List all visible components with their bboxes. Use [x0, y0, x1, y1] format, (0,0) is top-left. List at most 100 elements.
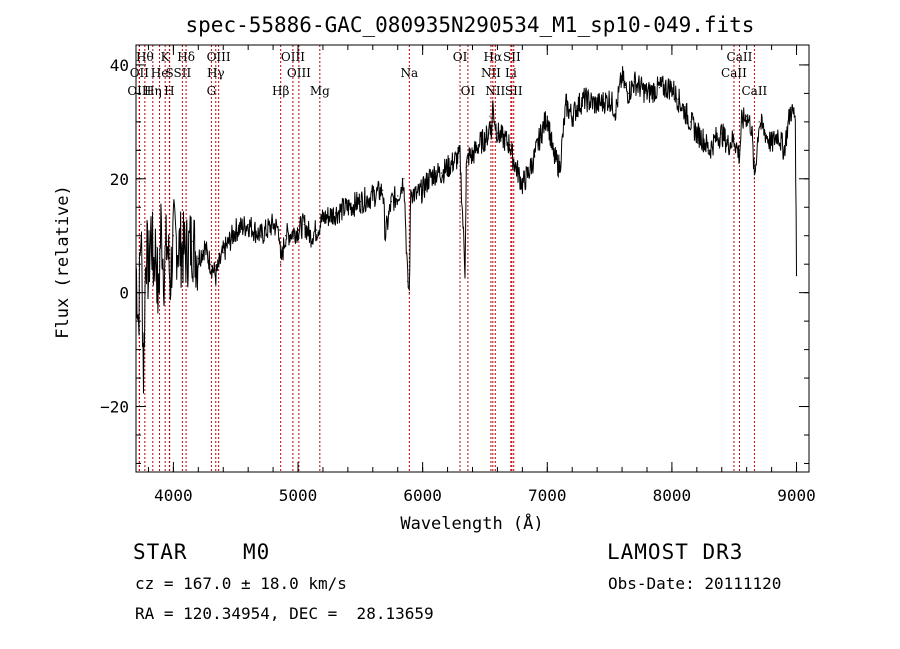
flux-point [496, 132, 499, 134]
spectral-line-label: Hθ [136, 50, 154, 64]
spectral-line-label: Li [505, 66, 517, 80]
subclass-label: M0 [243, 540, 271, 564]
flux-point [677, 98, 679, 100]
flux-point [372, 195, 374, 197]
flux-point [446, 166, 449, 169]
spectral-line-label: OI [453, 50, 468, 64]
flux-point [390, 200, 393, 203]
flux-point [179, 246, 181, 248]
spectral-line-label: SII [174, 66, 192, 80]
flux-point [521, 183, 523, 186]
flux-point [733, 138, 735, 140]
spectral-line-label: CaII [721, 66, 747, 80]
flux-point [247, 223, 249, 225]
flux-point [683, 109, 685, 112]
spectral-line-label: NII [481, 66, 501, 80]
flux-point [690, 121, 692, 123]
classification-label: STAR [133, 540, 188, 564]
x-tick-label: 5000 [279, 486, 318, 505]
flux-point [382, 189, 384, 191]
y-tick-label: 40 [110, 56, 129, 75]
flux-point [453, 161, 455, 163]
spectral-line-label: OIII [287, 66, 311, 80]
flux-point [434, 172, 436, 174]
x-tick-label: 7000 [528, 486, 567, 505]
flux-point [166, 240, 168, 243]
spectral-line-label: Na [400, 66, 418, 80]
flux-point [163, 269, 165, 271]
flux-point [284, 235, 287, 237]
flux-point [771, 144, 773, 146]
flux-point [584, 98, 586, 100]
flux-point [540, 132, 542, 134]
flux-point [559, 166, 561, 169]
spectral-line-label: SII [503, 50, 521, 64]
x-tick-label: 4000 [154, 486, 193, 505]
spectral-line-label: Hη [144, 84, 162, 98]
spectral-line-label: OIII [281, 50, 305, 64]
flux-point [197, 257, 199, 260]
flux-point [738, 155, 741, 157]
flux-point [658, 87, 661, 89]
flux-point [571, 115, 573, 117]
flux-point [322, 218, 324, 220]
flux-point [464, 269, 466, 271]
flux-point [142, 371, 145, 373]
flux-point [160, 223, 162, 225]
flux-point [169, 280, 171, 282]
flux-point [222, 252, 224, 254]
y-axis-label: Flux (relative) [53, 185, 73, 339]
spectral-line-label: CaII [727, 50, 753, 64]
flux-point [260, 235, 262, 237]
spectral-line-markers [138, 45, 755, 472]
flux-point [140, 223, 142, 225]
flux-point [515, 166, 517, 169]
y-tick-label: 20 [110, 170, 129, 189]
flux-point [751, 126, 753, 129]
flux-point [484, 138, 486, 140]
spectral-line-label: Hα [484, 50, 503, 64]
spectral-line-label: G [207, 84, 217, 98]
spectral-line-label: H [164, 84, 174, 98]
flux-point [764, 132, 766, 134]
flux-point [403, 178, 405, 180]
flux-point [727, 144, 729, 146]
flux-point [459, 155, 461, 157]
survey-label: LAMOST DR3 [607, 540, 744, 564]
flux-point [783, 149, 785, 151]
flux-point [721, 132, 723, 134]
flux-point [746, 115, 748, 117]
flux-point [552, 155, 555, 157]
flux-point [228, 240, 231, 243]
flux-point [471, 155, 474, 157]
flux-point [621, 75, 623, 77]
spectral-line-labels: OII OIII Hθ Hη He KSH Hδ SII OIII Hγ G Hβ OIII OIII Mg… [127, 50, 767, 98]
flux-point [714, 138, 717, 140]
flux-point [297, 229, 299, 231]
flux-point [147, 274, 150, 277]
flux-point [794, 115, 796, 117]
flux-point [758, 121, 760, 123]
y-tick-label: 0 [119, 284, 129, 303]
flux-point [440, 172, 442, 174]
flux-point [203, 246, 206, 248]
coordinates: RA = 120.34954, DEC = 28.13659 [135, 604, 434, 623]
spectral-line-label: NII [485, 84, 505, 98]
flux-point [408, 292, 410, 294]
flux-point [235, 229, 237, 231]
x-tick-label: 9000 [777, 486, 816, 505]
spectral-line-label: OI [461, 84, 476, 98]
flux-point [527, 172, 530, 174]
flux-point [596, 104, 598, 106]
flux-point [753, 178, 756, 180]
flux-point [407, 280, 409, 282]
flux-point [410, 189, 412, 191]
flux-point [646, 92, 648, 94]
flux-point [777, 132, 779, 134]
x-axis-label: Wavelength (Å) [400, 512, 543, 534]
spectral-line-label: SII [505, 84, 523, 98]
flux-point [172, 235, 174, 237]
flux-point [347, 206, 349, 208]
flux-point [702, 138, 704, 140]
